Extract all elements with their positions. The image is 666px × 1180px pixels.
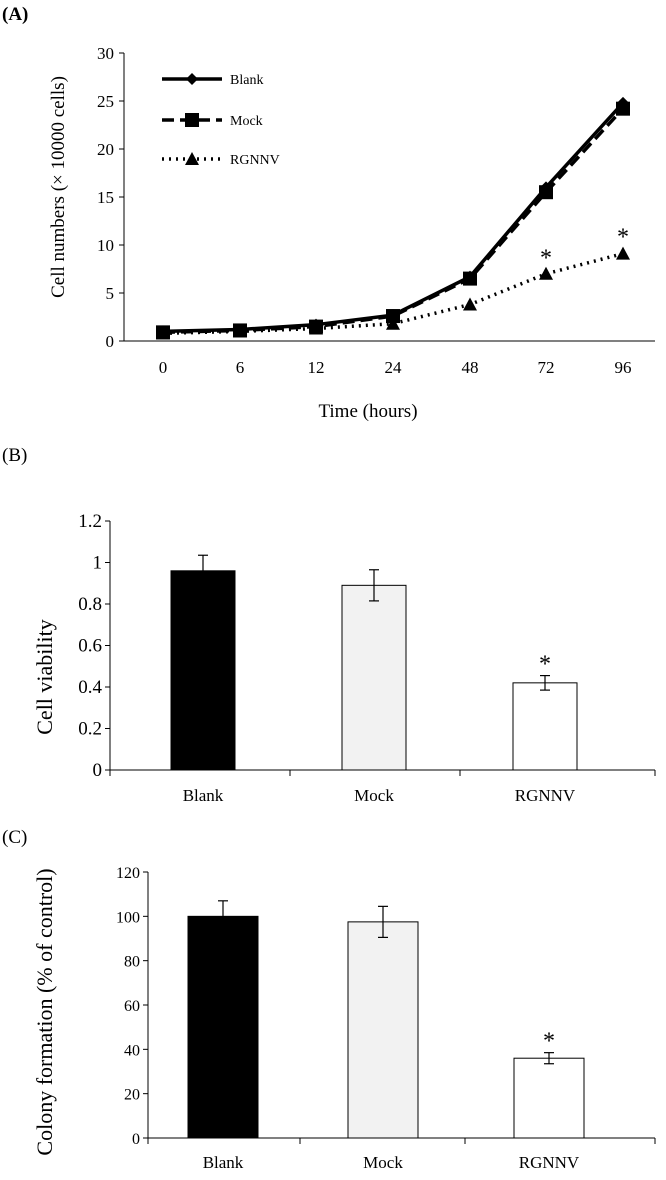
y-tick-label: 15 <box>97 188 114 207</box>
y-tick-label: 25 <box>97 92 114 111</box>
significance-star: * <box>539 652 551 678</box>
x-tick-label: 48 <box>462 358 479 377</box>
y-tick-label: 80 <box>124 954 140 971</box>
y-tick-label: 100 <box>116 909 140 926</box>
data-point <box>539 185 553 200</box>
series-line <box>162 101 625 334</box>
data-point <box>309 321 323 335</box>
data-point <box>233 324 247 338</box>
significance-star: * <box>617 225 629 251</box>
x-tick-label: Mock <box>363 1153 403 1172</box>
panel-b-label: (B) <box>2 445 27 466</box>
series-line <box>162 107 625 335</box>
data-point <box>616 246 630 260</box>
panel-c-y-axis: 0 20 40 60 80 100 120 <box>116 865 149 1148</box>
bar <box>341 584 407 771</box>
legend-label: RGNNV <box>230 153 280 168</box>
panel-a-y-axis: 0 5 10 15 20 25 30 <box>97 44 125 351</box>
data-point <box>463 297 477 311</box>
significance-star: * <box>543 1029 555 1055</box>
x-tick-label: 0 <box>159 358 168 377</box>
panel-c-x-axis: Blank Mock RGNNV <box>147 1137 656 1172</box>
x-tick-label: RGNNV <box>515 786 576 805</box>
x-tick-label: 12 <box>308 358 325 377</box>
panel-b-y-axis: 0 0.2 0.4 0.6 0.8 1 1.2 <box>78 511 111 781</box>
panel-c: (C) Colony formation (% of control) 0 20 4… <box>2 827 656 1172</box>
y-tick-label: 0.8 <box>78 594 102 615</box>
data-point <box>156 326 170 340</box>
panel-a-ylabel: Cell numbers (× 10000 cells) <box>48 76 69 298</box>
bar <box>513 1057 585 1139</box>
y-tick-label: 40 <box>124 1042 140 1059</box>
legend-marker <box>186 73 198 85</box>
x-tick-label: 6 <box>236 358 245 377</box>
x-tick-label: Blank <box>183 786 224 805</box>
x-tick-label: 72 <box>538 358 555 377</box>
y-tick-label: 0 <box>106 332 115 351</box>
y-tick-label: 1.2 <box>78 511 102 532</box>
data-point <box>616 101 630 116</box>
panel-b-x-axis: Blank Mock RGNNV <box>109 769 656 805</box>
bar <box>347 921 419 1139</box>
bar <box>170 570 236 771</box>
panel-a-series <box>156 96 630 340</box>
y-tick-label: 0.2 <box>78 719 102 740</box>
y-tick-label: 20 <box>97 140 114 159</box>
bar <box>187 915 259 1139</box>
data-point <box>386 309 400 324</box>
panel-b: (B) Cell viability 0 0.2 0.4 0.6 0.8 1 1.2 * B… <box>2 445 656 805</box>
significance-star: * <box>540 246 552 272</box>
y-tick-label: 30 <box>97 44 114 63</box>
panel-a-label: (A) <box>2 4 28 25</box>
y-tick-label: 0.6 <box>78 636 102 657</box>
y-tick-label: 120 <box>116 865 140 882</box>
data-point <box>539 266 553 280</box>
panel-c-ylabel: Colony formation (% of control) <box>32 868 57 1155</box>
x-tick-label: 24 <box>385 358 403 377</box>
y-tick-label: 0 <box>93 760 103 781</box>
y-tick-label: 10 <box>97 236 114 255</box>
panel-a-legend: Blank Mock RGNNV <box>162 73 280 168</box>
y-tick-label: 1 <box>93 553 103 574</box>
x-tick-label: RGNNV <box>519 1153 580 1172</box>
x-tick-label: Blank <box>203 1153 244 1172</box>
legend-label: Blank <box>230 73 263 88</box>
legend-label: Mock <box>230 114 263 129</box>
legend-marker <box>185 152 199 165</box>
y-tick-label: 20 <box>124 1087 140 1104</box>
y-tick-label: 60 <box>124 998 140 1015</box>
y-tick-label: 0.4 <box>78 677 102 698</box>
data-point <box>463 271 477 286</box>
y-tick-label: 0 <box>132 1131 140 1148</box>
x-tick-label: 96 <box>615 358 632 377</box>
panel-a: (A) Cell numbers (× 10000 cells) Time (h… <box>2 4 655 422</box>
panel-b-ylabel: Cell viability <box>32 619 57 735</box>
bar <box>512 682 578 771</box>
x-tick-label: Mock <box>354 786 394 805</box>
y-tick-label: 5 <box>106 284 115 303</box>
panel-a-xlabel: Time (hours) <box>318 401 417 422</box>
panel-a-annotations: ** <box>540 225 629 272</box>
panel-c-label: (C) <box>2 827 27 848</box>
panel-b-bars: * <box>170 554 578 771</box>
data-point <box>386 316 400 330</box>
legend-marker <box>185 113 199 127</box>
panel-a-x-axis: 0 6 12 24 48 72 96 <box>124 340 655 377</box>
panel-c-bars: * <box>187 900 585 1139</box>
